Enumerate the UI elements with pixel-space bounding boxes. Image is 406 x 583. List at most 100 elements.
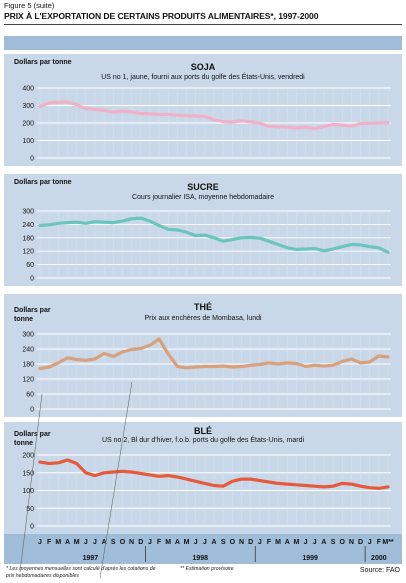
data-point xyxy=(368,245,371,248)
x-tick-label: A xyxy=(102,539,107,546)
data-point xyxy=(194,115,197,117)
data-point xyxy=(203,234,206,237)
data-point xyxy=(203,115,206,118)
data-point xyxy=(203,365,206,368)
data-point xyxy=(249,236,252,239)
footnote-2: ** Estimation provisoire xyxy=(180,566,234,572)
data-point xyxy=(130,217,133,220)
data-point xyxy=(322,249,325,252)
x-tick-label: J xyxy=(313,539,317,546)
data-point xyxy=(377,487,380,490)
data-point xyxy=(112,111,115,114)
y-tick-label: 0 xyxy=(30,276,34,283)
footnote-1: * Les moyennes mensuelles sont calculé d… xyxy=(6,566,156,579)
data-point xyxy=(194,234,197,237)
data-point xyxy=(66,356,69,359)
x-tick-label: F xyxy=(377,539,382,546)
data-point xyxy=(158,113,160,116)
data-point xyxy=(103,221,106,224)
data-point xyxy=(231,121,234,123)
data-point xyxy=(277,125,280,128)
data-point xyxy=(130,348,133,351)
y-tick-label: 120 xyxy=(22,249,34,256)
data-point xyxy=(167,474,170,477)
data-point xyxy=(387,486,389,488)
data-point xyxy=(176,114,179,117)
x-axis-band: J F M A M J J A S O N D J F M A M J J A S O N D J F M A M J J A S O N D J F M*… xyxy=(4,534,402,564)
year-label: 1997 xyxy=(83,555,99,562)
panel-title: SUCRE xyxy=(187,182,219,192)
x-tick-label: J xyxy=(38,539,42,546)
x-tick-label: S xyxy=(331,539,336,546)
data-point xyxy=(295,248,298,251)
data-point xyxy=(185,366,188,369)
y-tick-label: 400 xyxy=(22,86,34,93)
data-point xyxy=(130,471,133,473)
panel-the: Dollars par tonne THÉ Prix aux enchères … xyxy=(4,294,402,417)
data-point xyxy=(240,236,243,239)
source-label: Source: FAO xyxy=(359,567,400,574)
x-tick-label: N xyxy=(129,539,134,546)
data-point xyxy=(240,478,243,481)
data-point xyxy=(350,125,353,128)
x-tick-label: A xyxy=(321,539,326,546)
y-tick-label: 0 xyxy=(30,156,34,163)
data-point xyxy=(222,365,225,367)
data-point xyxy=(176,365,179,368)
data-point xyxy=(332,364,334,367)
x-tick-label: N xyxy=(349,539,354,546)
data-point xyxy=(139,217,142,220)
data-point xyxy=(249,120,252,123)
data-point xyxy=(84,107,87,110)
data-point xyxy=(94,108,96,111)
data-point xyxy=(277,243,280,246)
data-point xyxy=(359,485,362,488)
data-point xyxy=(286,483,289,486)
x-tick-label: J xyxy=(148,539,152,546)
chart-ble: 0 50 100 150 200 xyxy=(22,453,391,531)
data-point xyxy=(121,110,124,112)
data-point xyxy=(304,365,307,368)
panel-ble: Dollars par tonne BLÉ US no 2, Bl dur d'… xyxy=(4,422,402,534)
figure-title: PRIX À L'EXPORTATION DE CERTAINS PRODUIT… xyxy=(4,11,319,21)
x-tick-label: F xyxy=(47,539,52,546)
data-point xyxy=(213,236,215,239)
data-point xyxy=(240,120,243,122)
data-point xyxy=(322,125,325,128)
x-tick-label: J xyxy=(258,539,262,546)
data-point xyxy=(295,127,298,129)
data-point xyxy=(48,462,51,465)
data-point xyxy=(84,222,87,225)
x-tick-label: J xyxy=(203,539,207,546)
data-point xyxy=(277,482,280,485)
y-tick-label: 200 xyxy=(22,453,34,460)
data-point xyxy=(341,124,344,126)
data-point xyxy=(222,485,225,488)
panel-title: THÉ xyxy=(194,302,212,312)
data-point xyxy=(377,246,380,249)
data-point xyxy=(48,366,51,368)
x-tick-label: A xyxy=(175,539,180,546)
data-point xyxy=(368,486,371,489)
y-tick-label: 300 xyxy=(22,103,34,110)
x-tick-label: J xyxy=(368,539,372,546)
data-point xyxy=(139,472,142,475)
data-point xyxy=(84,359,87,362)
data-point xyxy=(148,113,151,115)
panel-subtitle: Cours journalier ISA, moyenne hebdomadai… xyxy=(131,194,275,201)
data-point xyxy=(203,482,206,485)
data-point xyxy=(194,366,197,368)
data-point xyxy=(48,223,51,226)
data-point xyxy=(249,478,252,481)
x-tick-label: D xyxy=(248,539,253,546)
data-point xyxy=(286,246,289,249)
data-point xyxy=(158,224,160,227)
data-point xyxy=(359,361,362,364)
chart-the: 0 60 120 180 240 300 xyxy=(22,332,391,414)
data-point xyxy=(313,364,316,367)
data-point xyxy=(139,347,142,350)
panel-soja: Dollars par tonne SOJA US no 1, jaune, f… xyxy=(4,54,402,166)
x-tick-label: O xyxy=(120,539,126,546)
data-point xyxy=(112,471,115,473)
data-point xyxy=(148,344,151,347)
